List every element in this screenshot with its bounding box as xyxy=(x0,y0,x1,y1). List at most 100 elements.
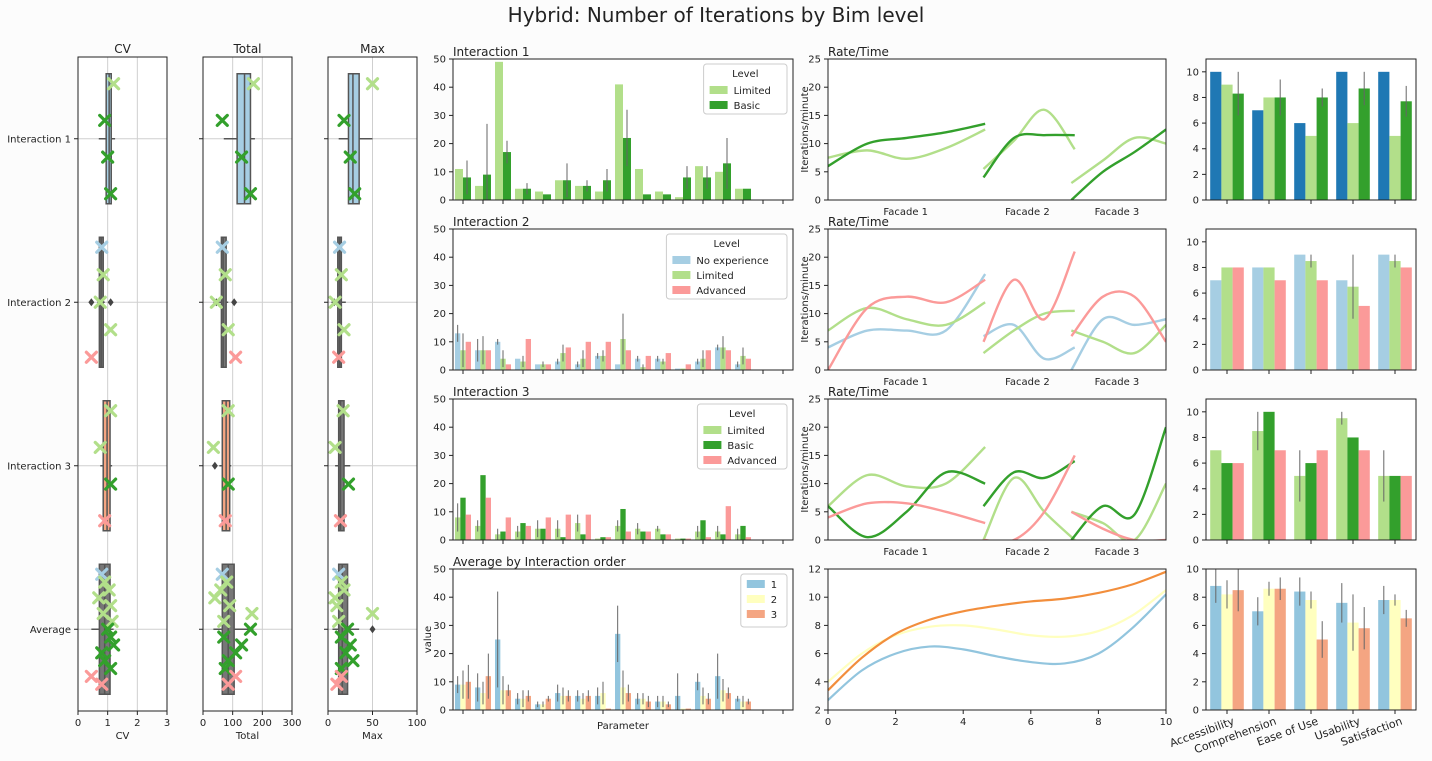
bar1-bar xyxy=(735,188,743,200)
bar1-ytick-label: 50 xyxy=(433,55,446,66)
bar4-bar xyxy=(575,695,581,710)
bar2-bar xyxy=(525,338,531,370)
bar4-bar xyxy=(735,698,741,710)
line1-facade-label: Facade 1 xyxy=(883,207,928,218)
bar4-xlabel: Parameter xyxy=(597,721,650,732)
bar1-ytick-label: 10 xyxy=(433,167,446,178)
line4-ytick-label: 4 xyxy=(815,677,821,688)
bar1-ytick-label: 40 xyxy=(433,83,446,94)
bar2-bar xyxy=(745,358,751,370)
bar2-bar xyxy=(505,364,511,370)
line2-facade-label: Facade 3 xyxy=(1095,377,1140,388)
bar3-bar xyxy=(465,514,471,540)
sat1-bar xyxy=(1336,71,1348,201)
cv-point xyxy=(93,295,107,309)
bar4-bar xyxy=(745,701,751,710)
bar2-bar xyxy=(465,341,471,370)
line2-ytick-label: 0 xyxy=(815,366,821,377)
bar3-bar xyxy=(625,531,631,540)
bar3-bar xyxy=(660,534,666,540)
total-point xyxy=(218,661,232,676)
total-point xyxy=(217,630,231,644)
bar4-ytick-label: 50 xyxy=(433,565,446,576)
sat3-bar xyxy=(1336,418,1348,540)
bar4-ytick-label: 10 xyxy=(433,677,446,688)
line4-ytick-label: 6 xyxy=(815,649,821,660)
line1-line xyxy=(982,132,1075,179)
bar3-bar xyxy=(580,534,586,540)
bar1-bar xyxy=(615,84,623,200)
bar3-bar xyxy=(640,531,646,540)
total-xtick-label: 300 xyxy=(282,718,301,729)
cv-point xyxy=(104,404,118,418)
bar1-legend: Level Limited Basic xyxy=(703,63,788,115)
total-outlier xyxy=(211,461,218,470)
bar4-legend-label: 3 xyxy=(771,610,777,621)
sat4-ytick-label: 8 xyxy=(1193,593,1199,604)
bar3-bar xyxy=(645,531,651,540)
bar1-bar xyxy=(635,168,643,200)
line1-ytick-label: 10 xyxy=(808,139,821,150)
box-category-label: Interaction 2 xyxy=(7,298,71,309)
line1-ytick-label: 5 xyxy=(815,167,821,178)
max-xtick-label: 0 xyxy=(325,718,331,729)
sat4-bar xyxy=(1210,585,1222,710)
max-xtick-label: 100 xyxy=(407,718,426,729)
max-outlier xyxy=(369,625,376,634)
line4-xtick-label: 4 xyxy=(960,717,966,728)
bar4-legend-swatch xyxy=(746,580,765,588)
bar2-bar xyxy=(615,364,621,370)
line4-line xyxy=(827,593,1167,701)
bar3-bar xyxy=(705,537,711,540)
line3-line xyxy=(982,459,1076,507)
bar2-bar xyxy=(600,355,606,370)
sat3-bar xyxy=(1316,450,1328,540)
line3-ytick-label: 0 xyxy=(815,536,821,547)
bar1-legend-label: Basic xyxy=(734,101,760,112)
bar3-ytick-label: 10 xyxy=(433,507,446,518)
sat1-bar xyxy=(1358,88,1370,200)
line2-ytick-label: 10 xyxy=(808,309,821,320)
total-point xyxy=(217,614,231,628)
total-point xyxy=(229,350,243,364)
bar2-bar xyxy=(675,368,681,370)
line1-ylabel: Iterations/minute xyxy=(800,86,811,172)
sat2-bar xyxy=(1400,267,1412,370)
line2-line xyxy=(982,323,1076,361)
cv-point xyxy=(102,583,116,597)
bar3-bar xyxy=(675,538,681,540)
sat3-bar xyxy=(1378,475,1390,540)
bar1-bar xyxy=(595,191,603,200)
bar3-bar xyxy=(725,506,731,540)
max-point xyxy=(328,295,342,309)
sat3-bar xyxy=(1274,450,1286,540)
bar2-bar xyxy=(695,361,701,370)
bar3-bar xyxy=(500,531,506,540)
sat4-bar xyxy=(1263,588,1275,710)
bar3-ytick-label: 20 xyxy=(433,479,446,490)
line3-ylabel: Iterations/minute xyxy=(800,426,811,512)
sat3-bar xyxy=(1389,475,1401,540)
sat1-bar xyxy=(1274,97,1286,200)
bar1-bar xyxy=(583,185,591,200)
sat3-ytick-label: 8 xyxy=(1193,433,1199,444)
bar2-bar xyxy=(660,361,666,370)
bar3-legend-swatch xyxy=(703,426,722,434)
bar3-bar xyxy=(685,538,691,540)
bar1-bar xyxy=(695,166,703,200)
line1-line xyxy=(1070,128,1166,200)
bar2-ytick-label: 40 xyxy=(433,253,446,264)
cv-point xyxy=(93,440,107,455)
line3-ytick-label: 15 xyxy=(808,451,821,462)
line4-ytick-label: 2 xyxy=(815,706,821,717)
line3-plot-area xyxy=(828,399,1166,540)
bar4-bar xyxy=(565,695,571,710)
line2-facade-label: Facade 1 xyxy=(883,377,928,388)
box-category-label: Interaction 1 xyxy=(7,134,71,145)
total-point xyxy=(215,567,229,581)
total-point xyxy=(215,113,229,128)
bar2-bar xyxy=(685,364,691,370)
bar3-bar xyxy=(545,517,551,540)
sat4-bar xyxy=(1358,628,1370,710)
